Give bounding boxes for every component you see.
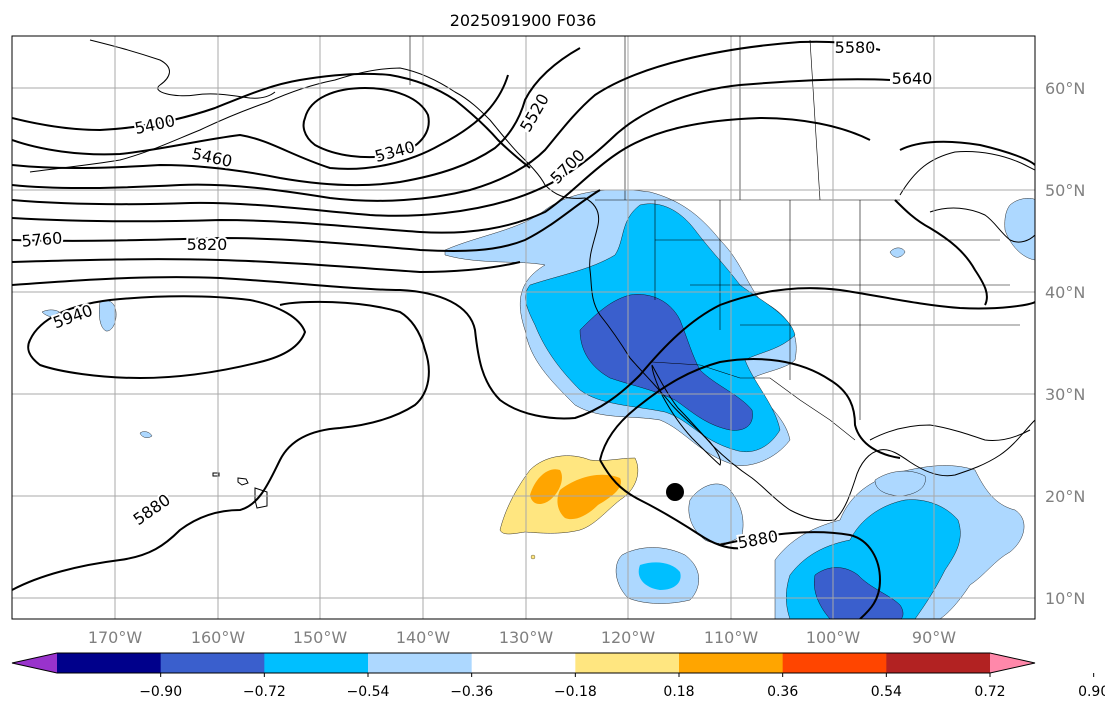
colorbar-tick-label: −0.54 [347, 684, 390, 700]
height-contours [12, 40, 1035, 619]
storm-center-marker [666, 483, 684, 501]
graticule [12, 36, 1035, 619]
contour-5820 [12, 258, 521, 274]
colorbar-swatch [160, 653, 265, 673]
contour-5640 [12, 78, 891, 217]
shade-yellow-dot [530, 554, 536, 560]
contour-label: 5820 [187, 235, 228, 254]
shade-lightblue-baja [688, 483, 744, 544]
y-axis-labels: 60°N 50°N 40°N 30°N 20°N 10°N [1045, 79, 1085, 608]
colorbar-swatch [471, 653, 576, 673]
anomaly-shading [41, 189, 1035, 619]
shade-orange-pos-1 [530, 469, 562, 505]
shade-lightblue-hawaii [99, 300, 117, 332]
colorbar-tick-label: −0.18 [554, 684, 597, 700]
shade-skyblue-south [638, 562, 681, 590]
colorbar-swatch [575, 653, 680, 673]
colorbar-tick-label: 0.18 [663, 684, 694, 700]
contour-5340 [302, 86, 430, 159]
x-tick-label: 170°W [88, 628, 143, 647]
coast-hawaii-1 [212, 472, 220, 477]
coast-hudson [899, 151, 1035, 196]
shade-lightblue-lake [889, 247, 906, 258]
coast-greatlakes [929, 207, 1035, 243]
x-axis-labels: 170°W 160°W 150°W 140°W 130°W 120°W 110°… [88, 628, 956, 647]
contour-label: 5580 [835, 38, 876, 57]
x-tick-label: 110°W [704, 628, 759, 647]
colorbar-swatch [679, 653, 784, 673]
colorbar-extend-low [12, 653, 57, 673]
x-tick-label: 90°W [912, 628, 956, 647]
contour-5700 [12, 116, 871, 234]
x-tick-label: 120°W [601, 628, 656, 647]
border-us-mex [651, 361, 856, 441]
contour-5940 [27, 295, 307, 380]
colorbar-tick-label: 0.36 [767, 684, 798, 700]
colorbar-tick-label: −0.90 [139, 684, 182, 700]
colorbar-ticks: −0.90 −0.72 −0.54 −0.36 −0.18 0.18 0.36 0.54 0.7… [139, 673, 1105, 700]
contour-5880-north [12, 276, 1035, 420]
shade-lightblue-dot [139, 431, 153, 438]
x-tick-label: 140°W [396, 628, 451, 647]
colorbar-extend-high [990, 653, 1035, 673]
contour-5520 [12, 47, 581, 187]
y-tick-label: 10°N [1045, 589, 1085, 608]
colorbar-swatch [264, 653, 369, 673]
colorbar-tick-label: 0.72 [974, 684, 1005, 700]
contour-5580 [12, 40, 881, 202]
coast-hawaii-3 [254, 487, 268, 509]
x-tick-label: 150°W [293, 628, 348, 647]
shade-royalblue-se [814, 567, 904, 619]
x-tick-label: 100°W [806, 628, 861, 647]
colorbar-swatch [782, 653, 887, 673]
colorbar-tick-label: −0.72 [243, 684, 286, 700]
shade-lightblue-ne [1004, 198, 1035, 261]
y-tick-label: 20°N [1045, 487, 1085, 506]
colorbar-tick-label: 0.90 [1078, 684, 1105, 700]
colorbar-swatch [368, 653, 473, 673]
colorbar-swatch [57, 653, 162, 673]
colorbar-tick-label: 0.54 [871, 684, 902, 700]
border-canada-3 [809, 39, 821, 201]
coast-hawaii-2 [237, 477, 249, 486]
contour-5880-south [12, 300, 901, 619]
x-tick-label: 130°W [499, 628, 554, 647]
y-tick-label: 60°N [1045, 79, 1085, 98]
map-frame [11, 35, 1036, 620]
contour-5460 [12, 74, 509, 170]
contour-5880-baja [599, 459, 746, 550]
coast-baja [651, 364, 721, 466]
y-tick-label: 50°N [1045, 181, 1085, 200]
coast-canada-west [544, 184, 1035, 521]
contour-5400 [12, 72, 531, 169]
shade-lightblue-gulf [874, 470, 926, 497]
coast-alaska-north [89, 39, 276, 99]
contour-label: 5640 [892, 69, 933, 88]
chart-title: 2025091900 F036 [450, 11, 597, 30]
y-tick-label: 30°N [1045, 385, 1085, 404]
coast-gulf [869, 424, 1031, 441]
x-tick-label: 160°W [191, 628, 246, 647]
colorbar [11, 652, 1036, 674]
y-tick-label: 40°N [1045, 283, 1085, 302]
colorbar-outline [11, 652, 1036, 674]
colorbar-swatch [886, 653, 991, 673]
map-area: 5580 5640 5400 5340 5460 5520 5700 5760 … [12, 36, 1035, 619]
contour-label: 5760 [21, 228, 63, 250]
colorbar-tick-label: −0.36 [450, 684, 493, 700]
borders [409, 36, 1020, 441]
contour-5820-east [894, 140, 1035, 306]
contour-5760 [12, 189, 601, 252]
shade-orange-pos-2 [557, 474, 621, 520]
